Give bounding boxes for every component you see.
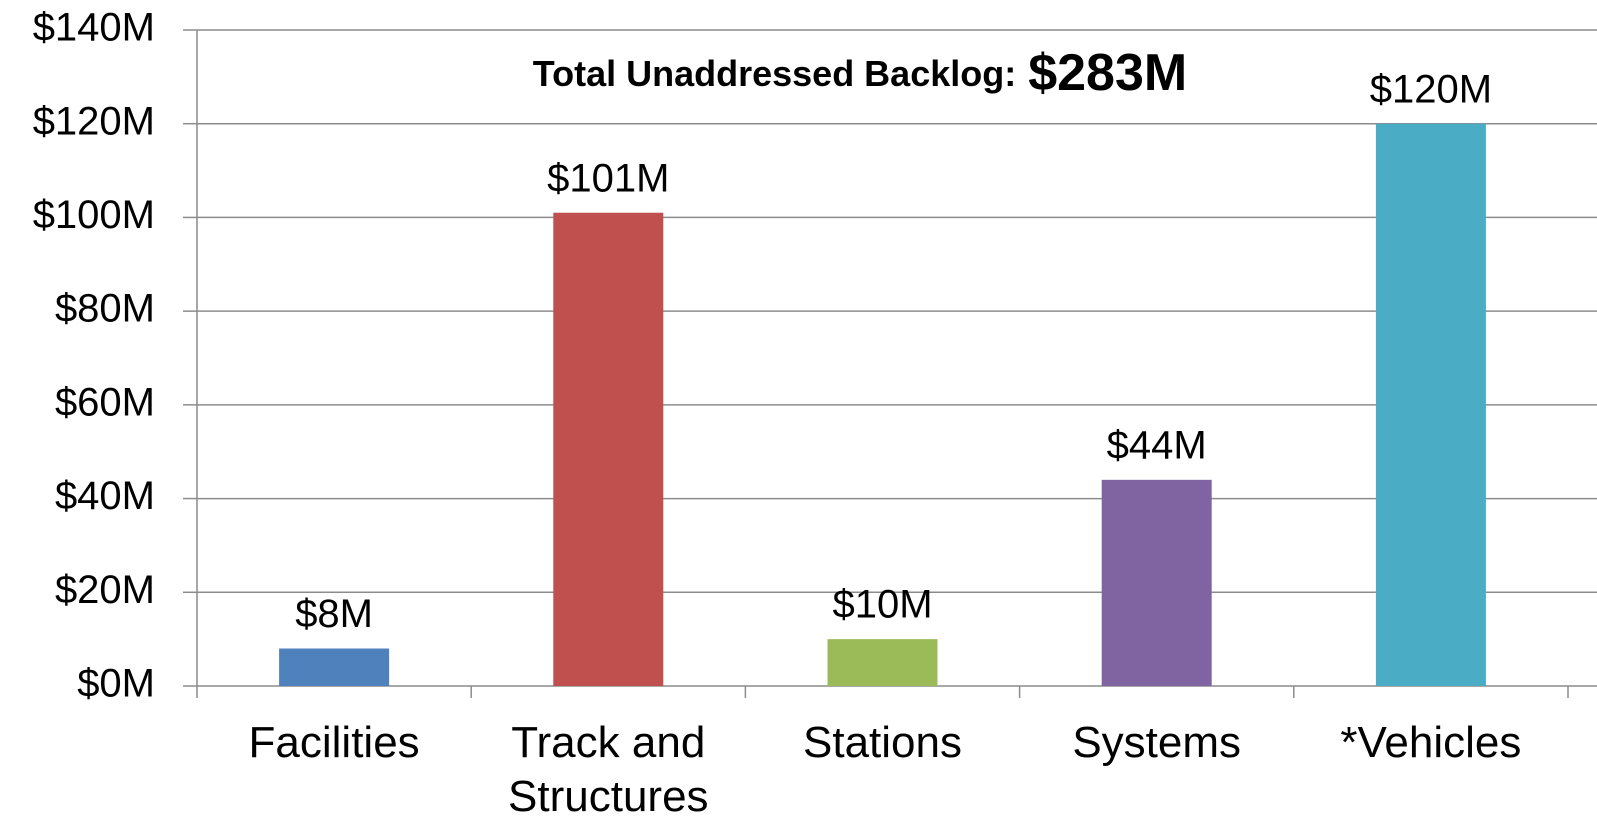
annotation-value: $283M	[1028, 44, 1187, 102]
y-tick-label: $80M	[55, 287, 155, 331]
y-tick-label: $40M	[55, 474, 155, 518]
x-tick-label: Systems	[1022, 716, 1292, 770]
annotation: Total Unaddressed Backlog: $283M	[533, 44, 1187, 102]
y-tick-label: $100M	[33, 193, 155, 237]
x-tick-label: *Vehicles	[1296, 716, 1566, 770]
value-label: $120M	[1370, 67, 1492, 111]
bar	[1102, 480, 1212, 686]
bar	[1376, 124, 1486, 686]
chart: Total Unaddressed Backlog: $283M $0M $20M $…	[0, 0, 1597, 831]
y-tick-label: $60M	[55, 380, 155, 424]
y-tick-label: $120M	[33, 99, 155, 143]
bar	[553, 213, 663, 686]
annotation-label: Total Unaddressed Backlog:	[533, 53, 1016, 94]
value-label: $10M	[832, 583, 932, 627]
bar	[828, 639, 938, 686]
value-label: $101M	[547, 156, 669, 200]
bar	[279, 649, 389, 686]
value-label: $8M	[295, 592, 373, 636]
value-label: $44M	[1107, 423, 1207, 467]
x-tick-label: Facilities	[199, 716, 469, 770]
page: Total Unaddressed Backlog: $283M $0M $20M $…	[0, 0, 1597, 831]
y-tick-label: $20M	[55, 568, 155, 612]
x-tick-label: Stations	[748, 716, 1018, 770]
y-tick-label: $140M	[33, 6, 155, 50]
y-tick-label: $0M	[77, 662, 155, 706]
x-tick-label: Track and Structures	[473, 716, 743, 824]
